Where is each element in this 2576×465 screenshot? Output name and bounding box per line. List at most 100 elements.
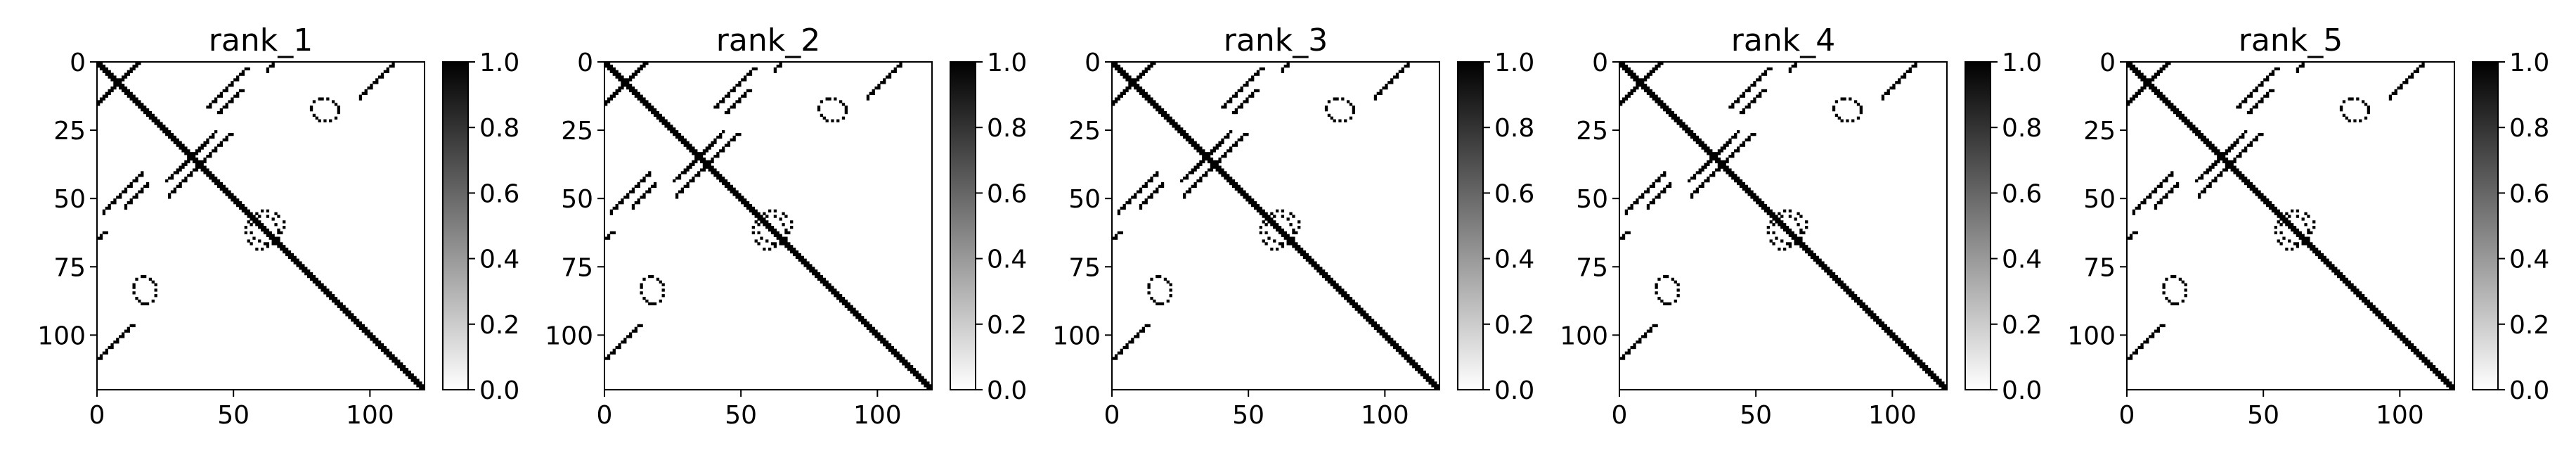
heatmap-cell	[869, 324, 872, 328]
heatmap-cell	[866, 324, 870, 328]
heatmap-cell	[274, 242, 278, 246]
heatmap-cell	[127, 329, 130, 333]
heatmap-cell	[326, 97, 330, 101]
heatmap-cell	[1797, 236, 1800, 240]
heatmap-cell	[2200, 190, 2204, 193]
heatmap-cell	[1745, 190, 1748, 193]
heatmap-cell	[1357, 305, 1361, 308]
heatmap-cell	[280, 242, 283, 246]
heatmap-cell	[1865, 305, 1868, 308]
heatmap-cell	[143, 108, 147, 112]
heatmap-cell	[1698, 168, 1702, 172]
heatmap-cell	[1709, 155, 1713, 158]
heatmap-cell	[607, 234, 611, 237]
heatmap-cell	[2378, 310, 2381, 314]
heatmap-cell	[2291, 248, 2294, 251]
heatmap-cell	[2241, 135, 2245, 139]
heatmap-cell	[1663, 302, 1666, 306]
heatmap-cell	[1259, 226, 1262, 229]
heatmap-cell	[1423, 373, 1426, 376]
heatmap-cell	[1660, 174, 1664, 177]
heatmap-cell	[1158, 302, 1162, 306]
heatmap-cell	[2271, 72, 2275, 76]
heatmap-cell	[173, 138, 177, 142]
heatmap-cell	[222, 190, 226, 193]
heatmap-cell	[1131, 340, 1134, 344]
heatmap-cell	[285, 250, 289, 254]
heatmap-cell	[2367, 305, 2371, 308]
heatmap-cell	[2310, 248, 2313, 251]
heatmap-cell	[2249, 144, 2253, 147]
heatmap-cell	[162, 127, 166, 131]
heatmap-cell	[806, 267, 810, 270]
heatmap-cell	[1169, 294, 1172, 298]
heatmap-cell	[110, 78, 114, 82]
heatmap-cell	[1726, 168, 1729, 172]
heatmap-cell	[1794, 62, 1797, 65]
heatmap-cell	[206, 141, 209, 144]
heatmap-cell	[2156, 72, 2160, 76]
heatmap-cell	[1832, 272, 1836, 276]
heatmap-cell	[1840, 97, 1844, 101]
heatmap-cell	[1205, 155, 1208, 158]
heatmap-cell	[2200, 138, 2204, 142]
heatmap-cell	[724, 144, 728, 147]
heatmap-cell	[1412, 362, 1416, 366]
heatmap-cell	[2165, 296, 2168, 300]
heatmap-cell	[209, 152, 212, 155]
heatmap-cell	[770, 231, 775, 235]
heatmap-cell	[1215, 160, 1219, 164]
heatmap-cell	[148, 116, 153, 120]
heatmap-cell	[828, 288, 831, 292]
heatmap-cell	[2225, 168, 2229, 172]
heatmap-cell	[773, 67, 777, 71]
heatmap-cell	[2154, 91, 2158, 95]
heatmap-cell	[2345, 116, 2348, 120]
heatmap-cell	[416, 378, 420, 382]
heatmap-cell	[124, 72, 128, 76]
heatmap-cell	[1898, 343, 1901, 347]
heatmap-cell	[1134, 196, 1137, 199]
heatmap-cell	[2279, 217, 2283, 221]
heatmap-cell	[1267, 220, 1271, 224]
heatmap-cell	[2388, 321, 2393, 325]
heatmap-cell	[1652, 324, 1655, 328]
heatmap-cell	[1709, 149, 1713, 153]
heatmap-cell	[1690, 132, 1694, 136]
heatmap-cell	[124, 91, 128, 95]
heatmap-cell	[1354, 305, 1358, 308]
heatmap-cell	[2239, 106, 2242, 109]
x-tick-label: 100	[346, 401, 394, 430]
heatmap-cell	[1816, 258, 1819, 262]
heatmap-cell	[1338, 286, 1342, 289]
heatmap-cell	[858, 319, 862, 322]
heatmap-cell	[195, 160, 199, 164]
heatmap-cell	[206, 174, 209, 177]
heatmap-cell	[2326, 264, 2329, 267]
heatmap-cell	[1881, 326, 1885, 330]
heatmap-cell	[637, 94, 640, 98]
heatmap-cell	[394, 357, 398, 360]
heatmap-cell	[266, 231, 270, 235]
heatmap-cell	[2244, 146, 2248, 150]
heatmap-cell	[1276, 209, 1279, 212]
heatmap-cell	[1870, 316, 1874, 319]
heatmap-cell	[1646, 89, 1650, 93]
heatmap-cell	[1775, 220, 1778, 224]
heatmap-cell	[2132, 97, 2136, 101]
heatmap-cell	[1423, 370, 1426, 374]
heatmap-cell	[2345, 283, 2348, 286]
heatmap-cell	[724, 110, 728, 115]
heatmap-cell	[1692, 174, 1697, 177]
heatmap-cell	[874, 86, 878, 90]
heatmap-cell	[1701, 184, 1704, 189]
heatmap-cell	[1739, 144, 1743, 147]
heatmap-cell	[167, 177, 171, 180]
heatmap-cell	[2162, 324, 2166, 328]
heatmap-cell	[2149, 86, 2152, 90]
heatmap-cell	[746, 206, 750, 210]
heatmap-cell	[1199, 179, 1203, 183]
heatmap-cell	[113, 84, 117, 87]
heatmap-cell	[719, 179, 723, 183]
heatmap-cell	[2239, 177, 2242, 180]
